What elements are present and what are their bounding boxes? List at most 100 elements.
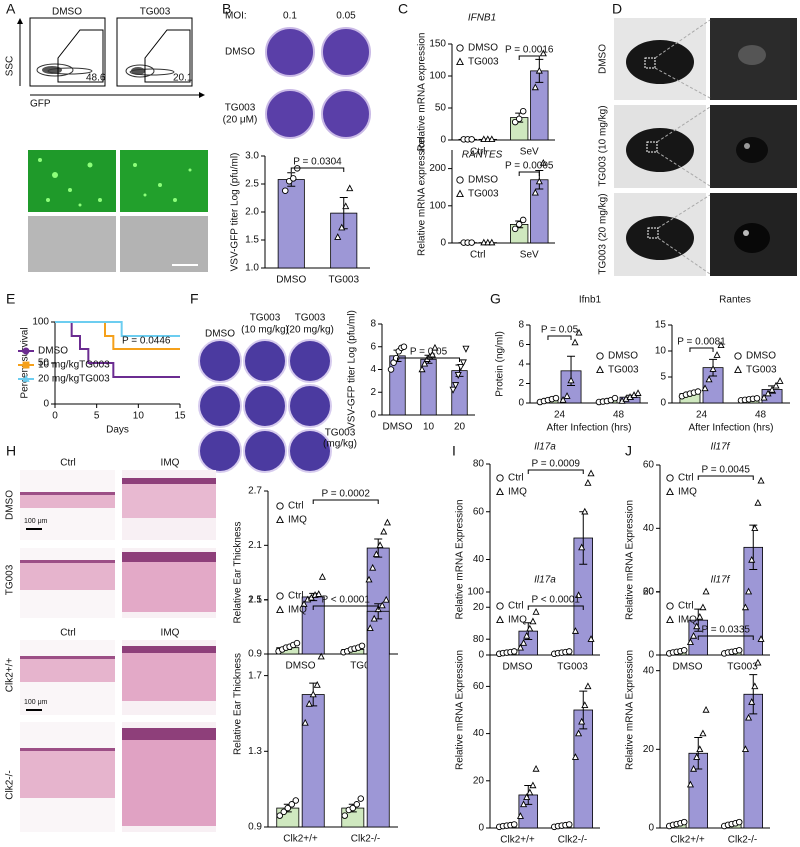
y-tick-label: 15: [655, 320, 667, 331]
y-tick-label: 20: [643, 586, 655, 597]
data-point: [693, 622, 701, 630]
data-point: [519, 216, 527, 224]
survival-line: [55, 321, 180, 337]
y-tick-label: 100: [429, 200, 446, 211]
scale-bar-label: 100 μm: [24, 699, 48, 706]
data-point: [365, 575, 373, 583]
panel-letter: A: [6, 1, 16, 17]
legend-marker: [596, 365, 604, 374]
micrographs: [28, 150, 208, 272]
p-value: P = 0.0081: [677, 337, 726, 348]
x-tick-label: TG003: [557, 662, 588, 673]
data-point: [454, 371, 462, 379]
row-label: TG003: [225, 103, 256, 114]
data-point: [567, 376, 575, 384]
y-tick-label: 0: [478, 823, 484, 834]
x-tick-label: Clk2-/-: [728, 835, 757, 846]
column-label: (10 mg/kg): [241, 325, 289, 336]
legend-marker: [596, 352, 604, 360]
p-value: P = 0.0002: [321, 489, 370, 500]
p-value: P < 0.0001: [532, 595, 581, 606]
y-tick-label: 40: [643, 523, 655, 534]
x-tick-label: 5: [94, 411, 100, 422]
y-tick-label: 0: [43, 399, 49, 410]
legend-marker: [22, 361, 30, 369]
y-tick-label: 60: [643, 587, 655, 598]
data-point: [571, 627, 580, 634]
y-tick-label: 100: [467, 587, 484, 598]
x-tick-label: DMSO: [673, 662, 703, 673]
panel-letter: B: [222, 1, 231, 17]
p-value: P = 0.0005: [505, 161, 554, 172]
column-label: (20 mg/kg): [286, 325, 334, 336]
x-tick-label: 24: [696, 410, 708, 421]
bar: [277, 179, 305, 269]
data-point: [431, 343, 439, 351]
data-point: [764, 389, 772, 397]
data-point: [378, 601, 386, 609]
legend-marker: [666, 602, 674, 610]
x-tick-label: TG003: [350, 661, 381, 672]
y-tick-label: 0: [440, 135, 446, 146]
row-label: TG003 (20 mg/kg): [598, 193, 609, 274]
panel-letter: F: [190, 291, 199, 307]
data-point: [757, 635, 765, 642]
data-point: [539, 158, 547, 166]
data-point: [526, 788, 534, 796]
y-axis-label: Relative mRNA expression: [417, 137, 428, 256]
legend-label: Ctrl: [678, 601, 694, 612]
data-point: [358, 642, 366, 650]
y-tick-label: 0.9: [248, 649, 262, 660]
data-point: [520, 800, 528, 808]
column-label: IMQ: [161, 458, 180, 469]
row-label: DMSO: [598, 44, 609, 74]
x-tick-label: 20: [454, 422, 466, 433]
legend-label: DMSO: [608, 351, 638, 362]
y-tick-label: 0: [370, 410, 376, 421]
gate-percent: 20.1: [173, 73, 193, 84]
legend-label: TG003: [468, 57, 499, 68]
data-point: [754, 658, 762, 666]
p-value: P = 0.0016: [505, 45, 554, 56]
data-point: [276, 812, 284, 819]
legend-label: TG003: [746, 365, 777, 376]
data-point: [383, 518, 391, 526]
p-value: P = 0.0335: [702, 625, 751, 636]
y-tick-label: 0: [440, 238, 446, 249]
data-point: [717, 341, 725, 348]
y-tick-label: 6: [518, 339, 524, 350]
legend-marker: [496, 474, 504, 482]
data-point: [680, 647, 688, 654]
x-tick-label: Clk2+/+: [670, 835, 705, 846]
data-point: [741, 745, 750, 753]
chart-title: Il17a: [534, 442, 556, 453]
plaque-plates: [198, 339, 332, 473]
legend-label: DMSO: [38, 346, 68, 357]
panel-letter: G: [490, 291, 501, 307]
data-point: [380, 527, 388, 535]
significance-bracket: [290, 167, 345, 172]
y-tick-label: 80: [473, 459, 485, 470]
data-point: [686, 638, 695, 646]
x-tick-label: DMSO: [503, 662, 533, 673]
data-point: [516, 643, 525, 651]
panel-letter: H: [6, 443, 16, 459]
data-point: [515, 221, 523, 228]
data-point: [768, 385, 776, 393]
y-tick-label: 1.7: [248, 670, 262, 681]
y-tick-label: 0: [478, 650, 484, 661]
y-tick-label: 10: [655, 346, 667, 357]
column-label: DMSO: [205, 329, 235, 340]
y-axis-label: Relative Ear Thickness: [233, 653, 244, 755]
data-point: [693, 753, 701, 760]
data-point: [488, 135, 496, 143]
x-tick-label: SeV: [520, 250, 539, 261]
y-tick-label: 150: [429, 39, 446, 50]
data-point: [288, 801, 296, 808]
x-tick-label: Clk2+/+: [283, 834, 318, 845]
data-point: [696, 612, 704, 620]
group-label: TG003: [140, 7, 171, 18]
legend-marker: [496, 615, 504, 624]
data-point: [571, 753, 580, 760]
significance-bracket: [527, 469, 584, 474]
